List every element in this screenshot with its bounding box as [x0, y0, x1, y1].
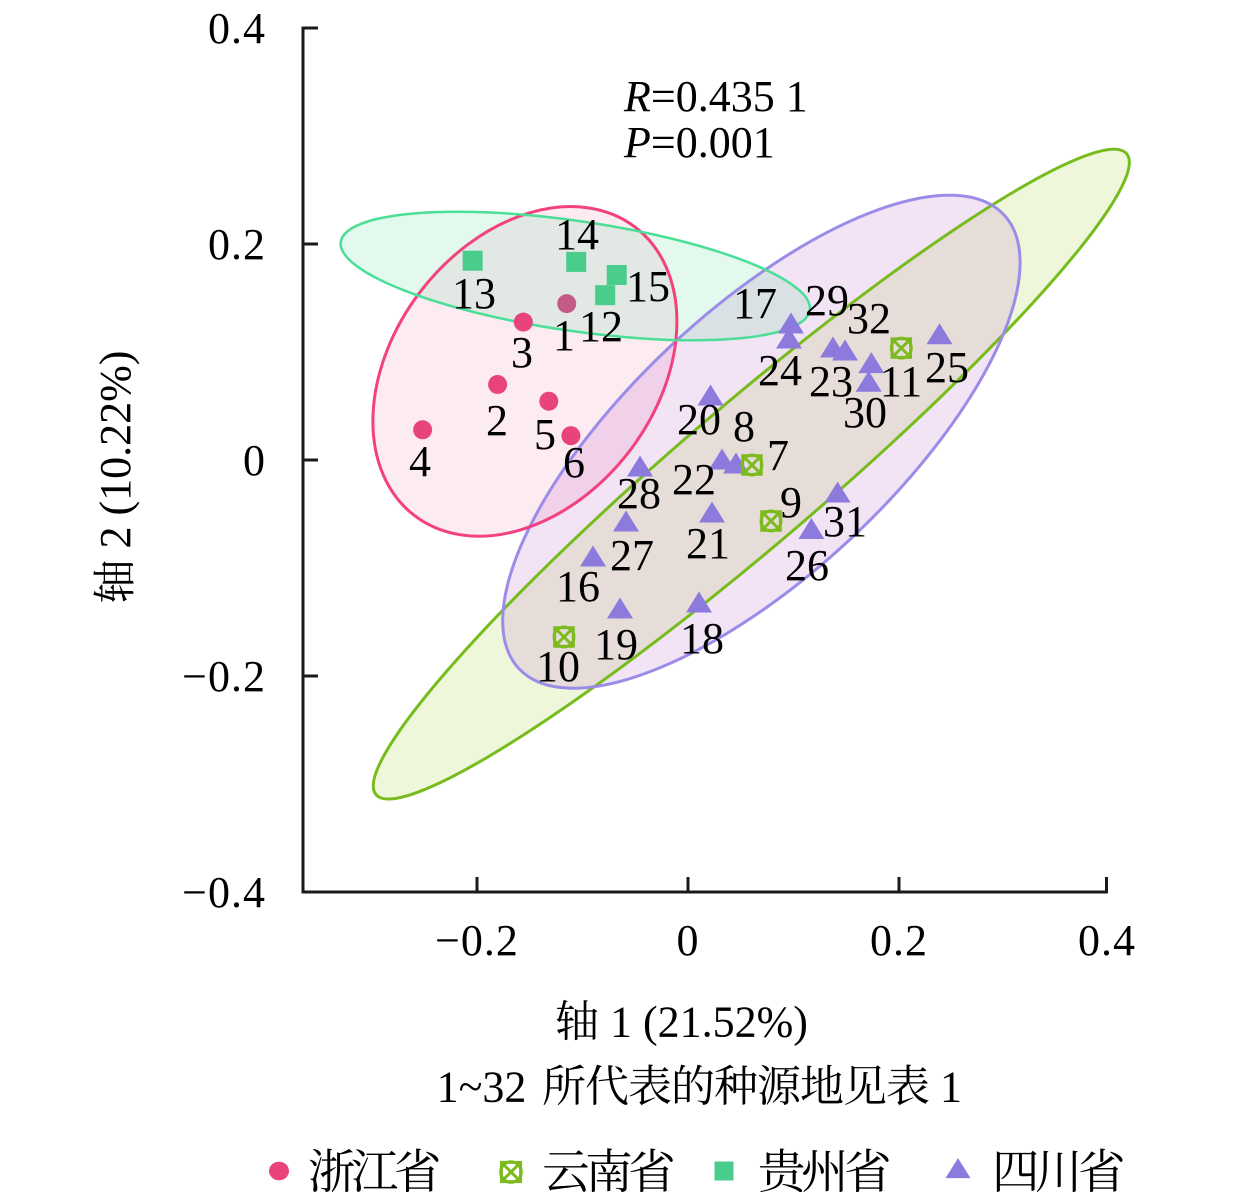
svg-text:1~32: 1~32 — [437, 1063, 527, 1112]
svg-text:12: 12 — [579, 302, 623, 351]
svg-text:31: 31 — [823, 497, 867, 546]
svg-text:0.4: 0.4 — [1078, 916, 1136, 965]
svg-text:10: 10 — [536, 642, 580, 691]
svg-text:26: 26 — [785, 541, 829, 590]
svg-text:0: 0 — [677, 916, 700, 965]
svg-text:2: 2 — [486, 396, 508, 445]
svg-text:5: 5 — [534, 410, 556, 459]
svg-text:−0.4: −0.4 — [182, 868, 266, 917]
svg-text:0.2: 0.2 — [208, 220, 266, 269]
svg-text:13: 13 — [452, 269, 496, 318]
svg-text:4: 4 — [409, 437, 431, 486]
svg-text:6: 6 — [563, 438, 585, 487]
svg-text:−0.2: −0.2 — [182, 652, 266, 701]
svg-text:27: 27 — [610, 531, 654, 580]
svg-text:19: 19 — [594, 620, 638, 669]
svg-text:15: 15 — [626, 262, 670, 311]
svg-text:9: 9 — [780, 478, 802, 527]
svg-text:20: 20 — [677, 395, 721, 444]
svg-text:1: 1 — [940, 1063, 962, 1112]
svg-text:7: 7 — [767, 431, 789, 480]
svg-text:2 (10.22%): 2 (10.22%) — [91, 351, 140, 549]
svg-text:0.4: 0.4 — [208, 4, 266, 53]
svg-text:22: 22 — [672, 455, 716, 504]
svg-text:1 (21.52%): 1 (21.52%) — [610, 998, 808, 1047]
svg-text:30: 30 — [843, 388, 887, 437]
svg-text:11: 11 — [880, 357, 922, 406]
svg-text:3: 3 — [511, 328, 533, 377]
svg-text:23: 23 — [809, 357, 853, 406]
svg-text:0.2: 0.2 — [870, 916, 928, 965]
svg-text:29: 29 — [805, 276, 849, 325]
svg-text:8: 8 — [733, 402, 755, 451]
svg-text:25: 25 — [925, 343, 969, 392]
svg-text:0: 0 — [243, 436, 266, 485]
svg-text:R=0.435 1: R=0.435 1 — [623, 72, 808, 121]
svg-text:16: 16 — [556, 562, 600, 611]
svg-text:32: 32 — [847, 294, 891, 343]
svg-text:18: 18 — [680, 614, 724, 663]
svg-text:17: 17 — [733, 279, 777, 328]
svg-text:1: 1 — [553, 311, 575, 360]
svg-text:−0.2: −0.2 — [435, 916, 519, 965]
svg-text:P=0.001: P=0.001 — [623, 118, 775, 167]
svg-text:28: 28 — [617, 469, 661, 518]
svg-text:14: 14 — [555, 210, 599, 259]
svg-text:24: 24 — [758, 346, 802, 395]
svg-text:21: 21 — [686, 519, 730, 568]
